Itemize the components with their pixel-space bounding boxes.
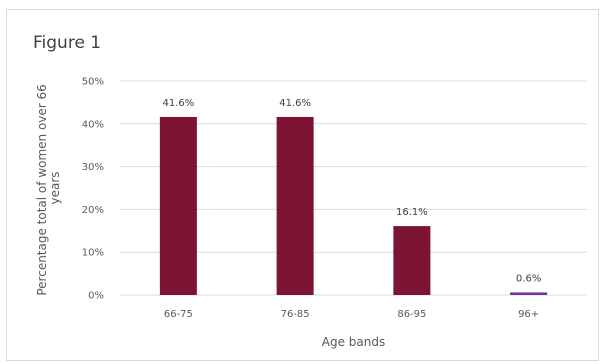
- x-tick-label: 86-95: [397, 309, 426, 320]
- data-label: 0.6%: [516, 273, 541, 284]
- bar: [393, 226, 431, 295]
- data-label: 41.6%: [162, 98, 194, 109]
- y-tick-label: 10%: [82, 248, 104, 259]
- x-tick-label: 66-75: [164, 309, 193, 320]
- y-tick-labels: 0% 10% 20% 30% 40% 50%: [82, 77, 104, 302]
- y-tick-label: 20%: [82, 205, 104, 216]
- bar: [159, 116, 197, 296]
- data-label: 41.6%: [279, 98, 311, 109]
- y-tick-label: 30%: [82, 162, 104, 173]
- x-axis-label: Age bands: [322, 335, 385, 349]
- y-axis-label: Percentage total of women over 66 years: [35, 80, 62, 295]
- y-tick-label: 50%: [82, 77, 104, 88]
- bars: [159, 116, 548, 296]
- y-tick-label: 40%: [82, 119, 104, 130]
- y-axis-label-line-2: years: [48, 171, 62, 204]
- x-tick-labels: 66-75 76-85 86-95 96+: [164, 309, 539, 320]
- grid-lines: [120, 80, 587, 296]
- data-labels: 41.6% 41.6% 16.1% 0.6%: [162, 98, 541, 284]
- x-tick-label: 96+: [518, 309, 539, 320]
- y-axis-label-line-1: Percentage total of women over 66: [35, 84, 49, 295]
- bar: [510, 292, 548, 295]
- y-tick-label: 0%: [88, 291, 104, 302]
- bar: [276, 116, 314, 296]
- x-tick-label: 76-85: [281, 309, 310, 320]
- data-label: 16.1%: [396, 207, 428, 218]
- chart-title: Figure 1: [33, 33, 102, 53]
